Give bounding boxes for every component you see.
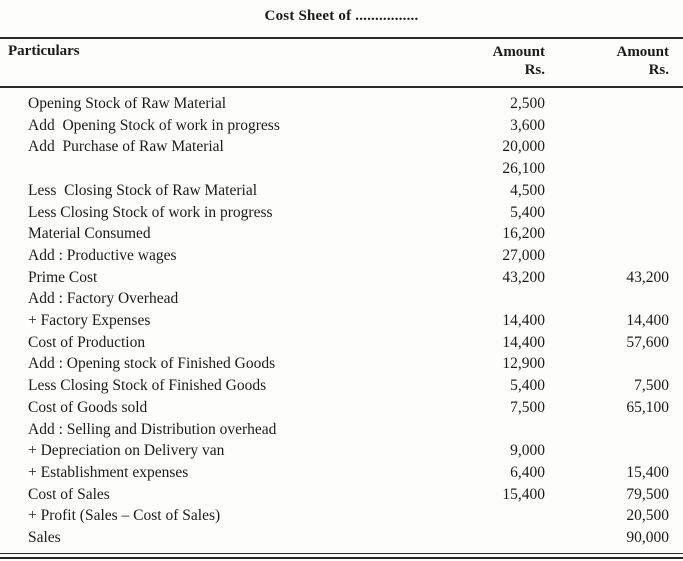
table-row: + Establishment expenses 6,400 15,400 [0,462,683,484]
particulars-cell: Sales [28,529,61,547]
amount1-cell [453,505,563,527]
amount2-cell: 79,500 [626,485,669,503]
particulars-cell: Less Closing Stock of Raw Material [28,181,258,199]
particulars-cell: Cost of Production [28,333,146,351]
table-row: + Depreciation on Delivery van 9,000 [0,440,683,462]
amount1-cell [453,419,563,441]
table-row: Cost of Sales 15,400 79,500 [0,484,683,506]
particulars-cell: Add : Selling and Distribution overhead [28,420,277,438]
table-row: Material Consumed 16,200 [0,223,683,245]
amount2-cell [563,87,683,115]
particulars-cell: Add Opening Stock of work in progress [28,116,280,134]
amount2-cell: 20,500 [626,507,669,525]
particulars-cell [0,158,453,180]
table-row: Add : Opening stock of Finished Goods 12,… [0,353,683,375]
amount2-cell [563,136,683,158]
amount1-cell: 43,200 [502,268,545,286]
amount1-cell: 16,200 [502,225,545,243]
amount1-cell [453,527,563,549]
amount1-header-currency: Rs. [524,62,545,78]
table-row: + Factory Expenses 14,400 14,400 [0,310,683,332]
amount2-cell [563,202,683,224]
table-row: Add : Productive wages 27,000 [0,245,683,267]
amount1-cell: 27,000 [502,246,545,264]
particulars-cell: Add : Factory Overhead [28,290,179,308]
amount2-cell: 65,100 [626,398,669,416]
cost-sheet-table: Particulars Amount Rs. Amount Rs. Openin… [0,37,683,549]
amount2-cell [563,245,683,267]
table-body: Opening Stock of Raw Material 2,500 Add Op… [0,87,683,549]
amount2-cell [563,223,683,245]
table-row: Add Purchase of Raw Material 20,000 [0,136,683,158]
amount2-cell [563,180,683,202]
particulars-cell: Less Closing Stock of work in progress [28,203,273,221]
table-row: Sales 90,000 [0,527,683,549]
amount2-cell: 14,400 [626,312,669,330]
amount2-header-currency: Rs. [648,62,669,78]
amount1-header-label: Amount [492,44,545,60]
table-row: Less Closing Stock of Raw Material 4,500 [0,180,683,202]
amount2-cell [563,115,683,137]
amount1-column-header: Amount Rs. [453,37,563,88]
particulars-cell: Cost of Sales [28,485,110,503]
particulars-cell: Less Closing Stock of Finished Goods [28,377,267,395]
amount2-column-header: Amount Rs. [563,37,683,88]
amount1-cell: 14,400 [502,312,545,330]
amount1-cell: 5,400 [510,377,545,395]
table-row: Less Closing Stock of work in progress 5,… [0,202,683,224]
amount2-cell [563,419,683,441]
particulars-cell: + Depreciation on Delivery van [28,442,225,460]
amount1-cell: 12,900 [502,355,545,373]
amount2-cell: 7,500 [634,377,669,395]
particulars-cell: Prime Cost [28,268,98,286]
amount2-cell [563,158,683,180]
table-row: Cost of Goods sold 7,500 65,100 [0,397,683,419]
table-header: Particulars Amount Rs. Amount Rs. [0,37,683,88]
particulars-cell: Material Consumed [28,225,151,243]
table-row: Add : Factory Overhead [0,288,683,310]
table-row: Opening Stock of Raw Material 2,500 [0,87,683,115]
particulars-cell: Opening Stock of Raw Material [28,95,227,112]
particulars-cell: + Factory Expenses [28,312,151,330]
amount1-cell: 3,600 [510,116,545,134]
amount2-cell: 57,600 [626,333,669,351]
table-bottom-rule [0,552,683,559]
table-row: Cost of Production 14,400 57,600 [0,332,683,354]
particulars-cell: Add : Productive wages [28,246,177,264]
amount1-cell [453,288,563,310]
amount1-cell: 9,000 [510,442,545,460]
table-row: Prime Cost 43,200 43,200 [0,267,683,289]
particulars-cell: + Establishment expenses [28,463,189,481]
particulars-cell: Add : Opening stock of Finished Goods [28,355,276,373]
amount1-cell: 26,100 [502,160,545,178]
table-row: Less Closing Stock of Finished Goods 5,40… [0,375,683,397]
page-title: Cost Sheet of ................ [264,8,419,24]
particulars-column-header: Particulars [0,37,453,88]
amount2-cell: 43,200 [626,268,669,286]
amount2-cell: 15,400 [626,463,669,481]
table-row: + Profit (Sales – Cost of Sales) 20,500 [0,505,683,527]
table-row: Add : Selling and Distribution overhead [0,419,683,441]
amount1-cell: 7,500 [510,398,545,416]
table-row: Add Opening Stock of work in progress 3,6… [0,115,683,137]
amount1-cell: 15,400 [502,485,545,503]
particulars-cell: Add Purchase of Raw Material [28,138,224,156]
table-row: 26,100 [0,158,683,180]
amount2-cell [563,353,683,375]
amount1-cell: 6,400 [510,463,545,481]
amount1-cell: 14,400 [502,333,545,351]
particulars-cell: Cost of Goods sold [28,398,148,416]
amount1-cell: 20,000 [502,138,545,156]
amount2-header-label: Amount [616,44,669,60]
amount2-cell [563,288,683,310]
amount1-cell: 2,500 [510,95,545,112]
amount2-cell [563,440,683,462]
amount2-cell: 90,000 [626,529,669,547]
particulars-cell: + Profit (Sales – Cost of Sales) [28,507,221,525]
amount1-cell: 5,400 [510,203,545,221]
amount1-cell: 4,500 [510,181,545,199]
